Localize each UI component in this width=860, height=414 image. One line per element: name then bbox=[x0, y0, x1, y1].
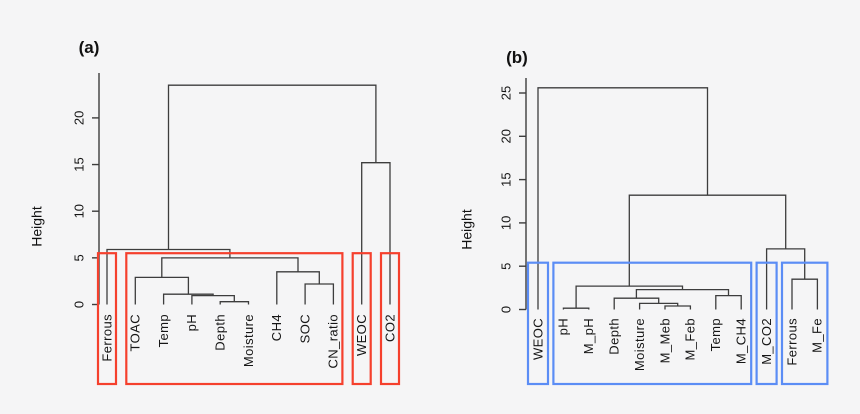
panel-b-label: (b) bbox=[506, 48, 528, 67]
panel-a-cluster-rect bbox=[351, 252, 372, 386]
panel-b-y-axis-tick-label: 25 bbox=[498, 86, 513, 100]
leaf-label-M_Fe: M_Fe bbox=[810, 318, 825, 353]
leaf-label-M_Meb: M_Meb bbox=[657, 318, 672, 363]
leaf-label-SOC: SOC bbox=[297, 314, 312, 343]
leaf-label-pH: pH bbox=[184, 314, 199, 331]
leaf-label-TOAC: TOAC bbox=[128, 314, 143, 351]
dendrogram-link bbox=[628, 194, 787, 287]
leaf-label-Temp: Temp bbox=[156, 314, 171, 347]
leaf-label-WEOC: WEOC bbox=[354, 314, 369, 356]
panel-b-cluster-rect bbox=[526, 261, 550, 386]
dendrogram-link bbox=[562, 307, 590, 310]
dendrogram-link bbox=[715, 294, 742, 310]
leaf-label-Ferrous: Ferrous bbox=[784, 318, 799, 366]
dendrogram-link bbox=[361, 162, 391, 305]
panel-a-y-axis-tick-label: 0 bbox=[71, 301, 86, 308]
leaf-label-CH4: CH4 bbox=[269, 314, 284, 341]
panel-b-cluster-rect bbox=[755, 261, 778, 386]
panel-a-dendrogram: 0 5 10 15 20 Ferrous TOAC Temp pH Depth Moisture CH… bbox=[71, 73, 401, 386]
panel-b-y-axis-title: Height bbox=[458, 209, 475, 250]
leaf-label-Ferrous: Ferrous bbox=[99, 314, 114, 362]
dendrogram-link bbox=[191, 294, 235, 305]
dendrogram-link bbox=[134, 276, 190, 305]
panel-b-dendrogram: 0 5 10 15 20 25 WEOC pH M_pH Depth Moisture M_Meb M_… bbox=[498, 78, 829, 386]
panel-b-cluster-rect bbox=[552, 261, 753, 386]
leaf-label-Moisture: Moisture bbox=[241, 314, 256, 367]
leaf-label-Depth: Depth bbox=[606, 318, 621, 355]
leaf-label-M_pH: M_pH bbox=[581, 318, 596, 354]
panel-b-y-axis-tick-label: 5 bbox=[498, 263, 513, 270]
panel-b-y-axis-tick-label: 0 bbox=[498, 306, 513, 313]
leaf-label-M_CO2: M_CO2 bbox=[759, 318, 774, 365]
panel-a-cluster-rect bbox=[96, 252, 118, 386]
panel-a-y-axis-tick-label: 5 bbox=[71, 254, 86, 261]
dendrogram-link bbox=[791, 278, 819, 310]
panel-a-y-axis-tick-label: 10 bbox=[71, 204, 86, 218]
panel-b-y-axis-tick-label: 15 bbox=[498, 172, 513, 186]
dendrogram-link bbox=[161, 257, 299, 278]
leaf-label-CO2: CO2 bbox=[382, 314, 397, 342]
dendrogram-link bbox=[664, 305, 692, 310]
panel-a-y-axis-tick-label: 15 bbox=[71, 157, 86, 171]
dendrogram-link bbox=[276, 271, 320, 305]
dendrogram-link bbox=[304, 283, 335, 305]
leaf-label-M_Feb: M_Feb bbox=[683, 318, 698, 360]
dendrogram-link bbox=[219, 301, 250, 305]
leaf-label-M_CH4: M_CH4 bbox=[733, 318, 748, 364]
leaf-label-CN_ratio: CN_ratio bbox=[326, 314, 341, 369]
panel-a-cluster-rect bbox=[379, 252, 401, 386]
panel-b-cluster-rect bbox=[780, 261, 829, 386]
dendrogram-link bbox=[537, 87, 709, 310]
panel-a-cluster-rect bbox=[125, 252, 344, 386]
leaf-label-Depth: Depth bbox=[212, 314, 227, 351]
leaf-label-pH: pH bbox=[556, 318, 571, 335]
leaf-label-Moisture: Moisture bbox=[632, 318, 647, 371]
dendrogram-link bbox=[167, 84, 377, 250]
panel-a-label: (a) bbox=[78, 38, 100, 57]
panel-b-y-axis-tick-label: 10 bbox=[498, 216, 513, 230]
panel-a-y-axis-title: Height bbox=[28, 206, 45, 247]
leaf-label-WEOC: WEOC bbox=[530, 318, 545, 360]
panel-b-y-axis-tick-label: 20 bbox=[498, 129, 513, 143]
dendrogram-link bbox=[635, 288, 730, 299]
panel-a-y-axis-tick-label: 20 bbox=[71, 111, 86, 125]
leaf-label-Temp: Temp bbox=[708, 318, 723, 351]
